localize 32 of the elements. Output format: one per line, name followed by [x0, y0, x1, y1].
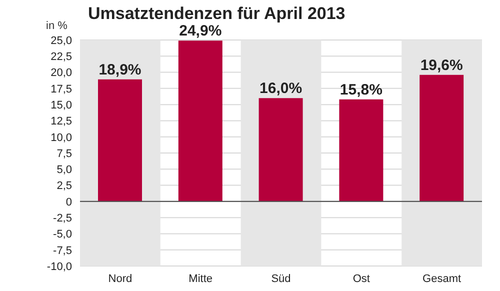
- y-tick-label: 10,0: [50, 132, 72, 144]
- y-tick-label: 15,0: [50, 99, 72, 112]
- bar: [98, 79, 142, 202]
- y-tick-label: 0: [66, 196, 72, 208]
- y-tick-label: -5,0: [53, 228, 72, 241]
- y-tick-label: 7,5: [56, 148, 72, 160]
- y-tick-label: -10,0: [46, 260, 72, 273]
- data-label: 16,0%: [260, 80, 302, 98]
- x-tick-label: Ost: [352, 272, 370, 285]
- y-tick-label: 22,5: [50, 51, 72, 64]
- data-label: 18,9%: [98, 61, 142, 78]
- y-tick-label: 2,5: [56, 180, 72, 192]
- y-axis-title: in %: [46, 20, 68, 32]
- data-label: 24,9%: [179, 22, 222, 40]
- x-tick-label: Süd: [271, 272, 291, 285]
- data-label: 19,6%: [420, 56, 463, 74]
- x-tick-label: Nord: [108, 272, 132, 285]
- bar: [178, 40, 222, 202]
- y-tick-label: 25,0: [50, 34, 72, 47]
- y-tick-label: 12,5: [50, 116, 72, 128]
- y-tick-label: 5,0: [56, 164, 72, 176]
- x-tick-label: Gesamt: [422, 272, 462, 285]
- y-tick-label: 20,0: [50, 67, 72, 80]
- y-tick-label: -7,5: [53, 244, 72, 257]
- data-label: 15,8%: [340, 81, 382, 98]
- x-tick-label: Mitte: [188, 272, 213, 285]
- bar: [258, 98, 303, 202]
- bar: [339, 99, 384, 202]
- bar: [420, 74, 464, 202]
- chart-title: Umsatztendenzen für April 2013: [88, 4, 346, 24]
- y-tick-label: -2,5: [53, 212, 72, 224]
- y-tick-label: 17,5: [50, 83, 72, 96]
